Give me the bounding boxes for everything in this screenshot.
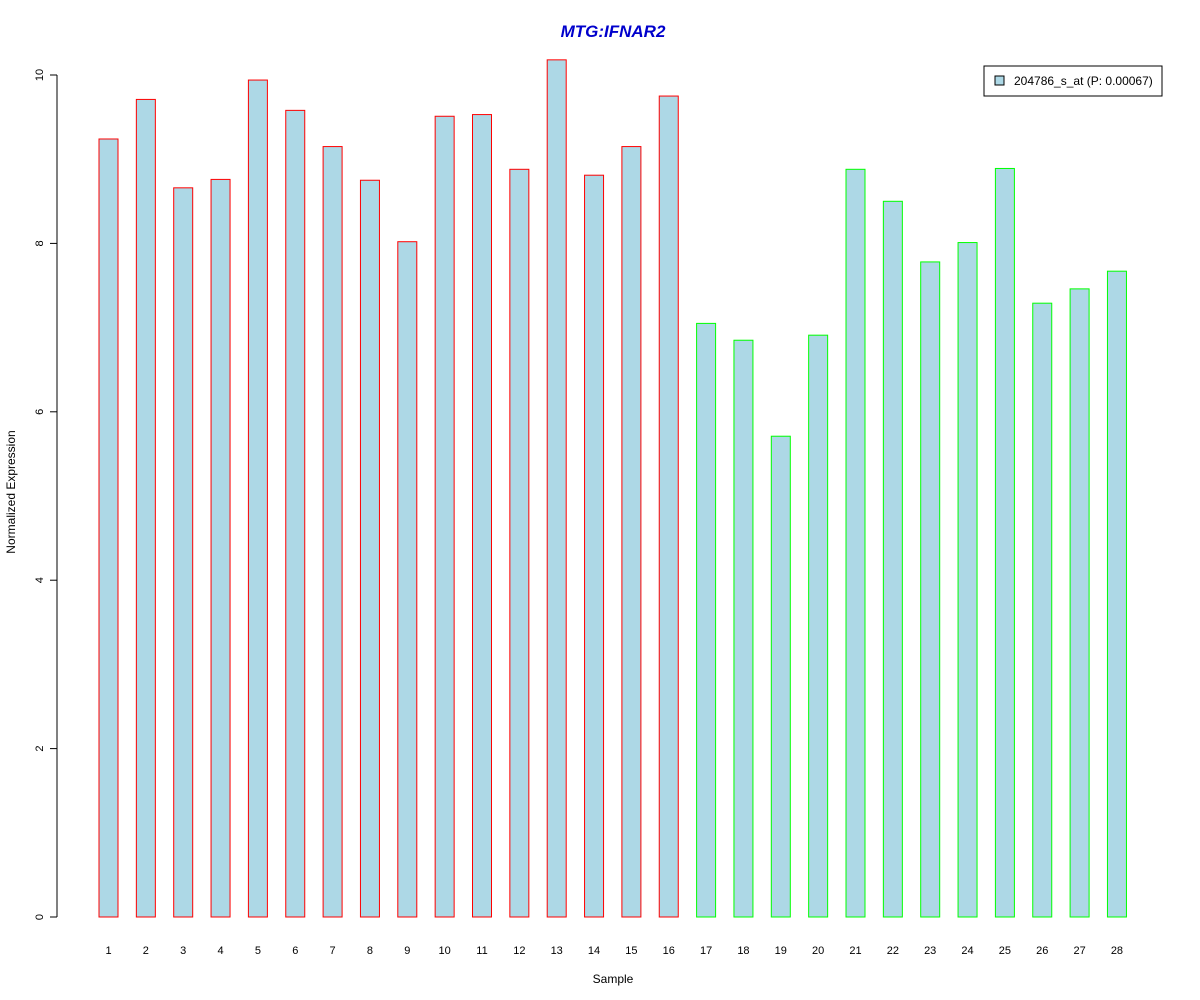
x-tick-label: 26 (1036, 945, 1048, 957)
bar-sample-3 (173, 187, 194, 918)
x-tick-label: 17 (700, 945, 712, 957)
x-tick-label: 10 (439, 945, 451, 957)
y-tick-label: 10 (34, 69, 46, 81)
x-tick-label: 23 (924, 945, 936, 957)
y-axis: 0 2 4 6 8 10 (34, 69, 58, 920)
x-tick-label: 20 (812, 945, 824, 957)
bar-sample-10 (434, 115, 455, 918)
bar-sample-12 (509, 168, 530, 918)
bars (98, 59, 1127, 918)
legend: 204786_s_at (P: 0.00067) (983, 65, 1163, 97)
bar-sample-19 (770, 435, 791, 918)
x-tick-label: 21 (849, 945, 861, 957)
x-tick-label: 8 (367, 945, 373, 957)
x-tick-label: 12 (513, 945, 525, 957)
bar-sample-26 (1032, 302, 1053, 918)
bar-sample-9 (397, 241, 418, 918)
x-tick-label: 1 (105, 945, 111, 957)
bar-sample-27 (1069, 288, 1090, 918)
x-tick-label: 28 (1111, 945, 1123, 957)
bar-sample-14 (584, 174, 605, 918)
x-tick-label: 24 (961, 945, 973, 957)
bar-sample-13 (546, 59, 567, 918)
bar-sample-17 (696, 322, 717, 918)
x-tick-label: 5 (255, 945, 261, 957)
bar-sample-2 (135, 98, 156, 918)
x-tick-label: 7 (330, 945, 336, 957)
legend-series-label: 204786_s_at (P: 0.00067) (1014, 74, 1153, 88)
x-tick-label: 16 (663, 945, 675, 957)
chart-title: MTG:IFNAR2 (561, 22, 666, 41)
x-tick-label: 13 (551, 945, 563, 957)
x-tick-label: 27 (1073, 945, 1085, 957)
y-axis-label: Normalized Expression (4, 430, 18, 553)
legend-box (983, 65, 1163, 97)
y-tick-label: 2 (34, 746, 46, 752)
x-tick-label: 3 (180, 945, 186, 957)
bar-sample-4 (210, 178, 231, 918)
bar-sample-11 (472, 114, 492, 918)
x-tick-label: 2 (143, 945, 149, 957)
x-tick-label: 18 (737, 945, 749, 957)
x-tick-label: 9 (404, 945, 410, 957)
bar-sample-6 (285, 109, 306, 918)
legend-swatch (994, 75, 1005, 86)
x-tick-label: 6 (292, 945, 298, 957)
x-tick-label: 15 (625, 945, 637, 957)
bar-sample-25 (994, 167, 1015, 918)
bar-sample-22 (882, 200, 903, 918)
bar-sample-15 (621, 146, 642, 918)
bar-sample-5 (247, 79, 268, 918)
bar-sample-24 (957, 242, 978, 918)
x-tick-label: 4 (217, 945, 223, 957)
bar-sample-20 (808, 334, 829, 918)
bar-sample-1 (98, 138, 119, 918)
bar-sample-8 (359, 179, 380, 918)
bar-sample-16 (658, 95, 679, 918)
x-tick-label: 22 (887, 945, 899, 957)
x-tick-label: 19 (775, 945, 787, 957)
y-tick-label: 8 (34, 240, 46, 246)
bar-sample-23 (920, 261, 941, 918)
bar-sample-21 (845, 168, 866, 918)
x-axis-tick-labels: 1 2 3 4 5 6 7 8 9 10 11 12 13 14 15 16 17 18 19 20 21 22 23 24 2… (105, 945, 1123, 957)
x-axis-label: Sample (593, 972, 634, 986)
x-tick-label: 25 (999, 945, 1011, 957)
y-tick-label: 6 (34, 409, 46, 415)
bar-sample-7 (322, 146, 343, 918)
y-tick-label: 4 (34, 577, 46, 583)
y-tick-label: 0 (34, 914, 46, 920)
bar-sample-28 (1106, 270, 1127, 918)
x-tick-label: 14 (588, 945, 600, 957)
x-tick-label: 11 (476, 945, 487, 957)
bar-sample-18 (733, 339, 754, 918)
